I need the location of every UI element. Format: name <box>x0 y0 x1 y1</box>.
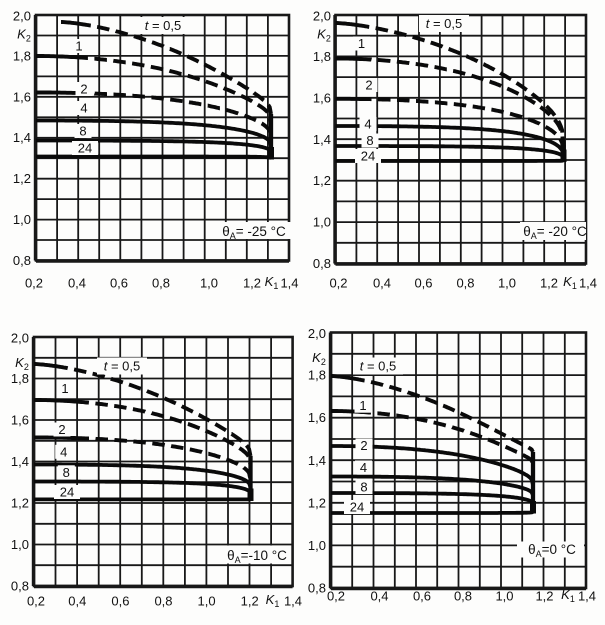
svg-text:1,0: 1,0 <box>313 215 331 230</box>
svg-text:1,8: 1,8 <box>313 49 331 64</box>
svg-text:t = 0,5: t = 0,5 <box>426 16 463 31</box>
svg-text:0,2: 0,2 <box>27 594 45 609</box>
svg-text:8: 8 <box>360 480 367 495</box>
svg-text:1,2: 1,2 <box>11 496 29 511</box>
svg-text:2: 2 <box>360 438 367 453</box>
svg-text:1,2: 1,2 <box>13 171 31 186</box>
svg-text:1,4: 1,4 <box>11 454 29 469</box>
svg-text:8: 8 <box>366 133 373 148</box>
svg-text:1,8: 1,8 <box>308 368 326 383</box>
svg-text:1,6: 1,6 <box>313 90 331 105</box>
svg-text:0,8: 0,8 <box>152 276 170 291</box>
svg-text:24: 24 <box>350 500 364 515</box>
svg-text:1,4: 1,4 <box>280 276 298 291</box>
svg-text:24: 24 <box>78 141 92 156</box>
svg-text:4: 4 <box>364 117 371 132</box>
svg-text:0,6: 0,6 <box>413 589 431 604</box>
svg-text:θA=0 °C: θA=0 °C <box>528 542 576 559</box>
svg-text:2: 2 <box>58 422 65 437</box>
svg-text:1: 1 <box>359 398 366 413</box>
svg-text:0,4: 0,4 <box>68 594 86 609</box>
svg-text:1,4: 1,4 <box>313 132 331 147</box>
svg-text:t = 0,5: t = 0,5 <box>360 359 397 374</box>
svg-text:2: 2 <box>365 78 372 93</box>
svg-text:0,2: 0,2 <box>25 276 43 291</box>
svg-text:0,4: 0,4 <box>373 276 391 291</box>
svg-text:24: 24 <box>60 485 74 500</box>
svg-text:1,0: 1,0 <box>198 594 216 609</box>
svg-text:0,8: 0,8 <box>13 253 31 268</box>
svg-text:1,2: 1,2 <box>540 276 558 291</box>
svg-text:t = 0,5: t = 0,5 <box>104 359 141 374</box>
svg-text:0,4: 0,4 <box>68 276 86 291</box>
svg-text:0,6: 0,6 <box>111 594 129 609</box>
svg-text:1,4: 1,4 <box>13 130 31 145</box>
svg-text:1,2: 1,2 <box>535 589 553 604</box>
svg-text:0,8: 0,8 <box>313 256 331 271</box>
svg-text:θA= -25 °C: θA= -25 °C <box>222 224 286 241</box>
svg-text:1,4: 1,4 <box>579 276 597 291</box>
svg-text:1,6: 1,6 <box>13 89 31 104</box>
svg-text:8: 8 <box>79 124 86 139</box>
svg-text:1,4: 1,4 <box>284 594 302 609</box>
svg-text:2,0: 2,0 <box>308 326 326 341</box>
svg-text:2,0: 2,0 <box>313 9 331 24</box>
svg-text:1,0: 1,0 <box>13 212 31 227</box>
svg-text:1,2: 1,2 <box>241 594 259 609</box>
svg-text:1,0: 1,0 <box>495 589 513 604</box>
svg-text:4: 4 <box>360 460 367 475</box>
svg-text:1,0: 1,0 <box>308 538 326 553</box>
svg-text:4: 4 <box>60 444 67 459</box>
svg-text:1,8: 1,8 <box>13 48 31 63</box>
svg-text:1,4: 1,4 <box>308 453 326 468</box>
svg-text:2,0: 2,0 <box>13 9 31 24</box>
svg-text:θA=-10 °C: θA=-10 °C <box>227 548 287 565</box>
svg-text:0,2: 0,2 <box>329 276 347 291</box>
svg-text:2,0: 2,0 <box>11 331 29 346</box>
svg-text:1,0: 1,0 <box>498 276 516 291</box>
svg-text:1: 1 <box>358 36 365 51</box>
svg-text:1,8: 1,8 <box>11 371 29 386</box>
svg-text:1: 1 <box>75 39 82 54</box>
svg-text:1,4: 1,4 <box>578 589 596 604</box>
svg-text:1,2: 1,2 <box>313 173 331 188</box>
svg-text:0,8: 0,8 <box>154 594 172 609</box>
svg-text:1,0: 1,0 <box>11 537 29 552</box>
svg-text:1,6: 1,6 <box>11 413 29 428</box>
svg-text:t = 0,5: t = 0,5 <box>145 18 182 33</box>
svg-text:1,6: 1,6 <box>308 410 326 425</box>
svg-text:0,6: 0,6 <box>110 276 128 291</box>
svg-text:θA= -20 °C: θA= -20 °C <box>523 224 587 241</box>
svg-text:1,2: 1,2 <box>243 276 261 291</box>
svg-text:0,8: 0,8 <box>456 276 474 291</box>
svg-text:2: 2 <box>80 82 87 97</box>
svg-text:0,2: 0,2 <box>327 589 345 604</box>
svg-text:0,8: 0,8 <box>11 579 29 594</box>
svg-text:24: 24 <box>361 149 375 164</box>
svg-text:4: 4 <box>80 101 87 116</box>
svg-text:8: 8 <box>63 465 70 480</box>
svg-text:0,8: 0,8 <box>308 581 326 596</box>
svg-text:1,2: 1,2 <box>308 495 326 510</box>
svg-text:1: 1 <box>61 381 68 396</box>
svg-text:0,6: 0,6 <box>414 276 432 291</box>
svg-text:0,4: 0,4 <box>370 589 388 604</box>
svg-text:0,8: 0,8 <box>454 589 472 604</box>
svg-text:1,0: 1,0 <box>200 276 218 291</box>
